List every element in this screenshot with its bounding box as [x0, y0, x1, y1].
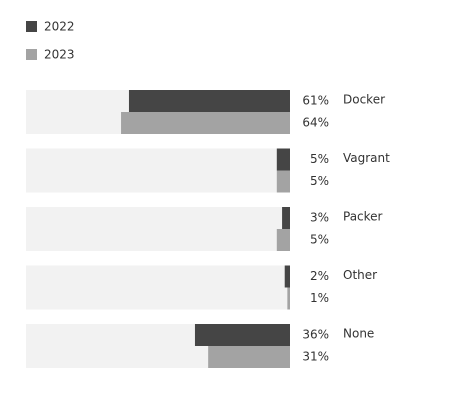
value-label: 5% [310, 152, 329, 166]
category-label: None [343, 327, 374, 341]
value-label: 61% [302, 94, 329, 108]
value-label: 36% [302, 328, 329, 342]
bar [276, 148, 290, 171]
bar [276, 170, 290, 193]
category-label: Packer [343, 210, 383, 224]
category-label: Other [343, 268, 377, 282]
bar-track [26, 148, 290, 193]
value-label: 31% [302, 350, 329, 364]
value-label: 5% [310, 233, 329, 247]
bar [208, 346, 290, 368]
value-label: 2% [310, 269, 329, 283]
bar [284, 265, 290, 288]
bar [194, 324, 290, 346]
legend-swatch [26, 49, 37, 60]
bar-track [26, 207, 290, 251]
bar [276, 229, 290, 251]
category-label: Docker [343, 93, 385, 107]
value-label: 64% [302, 116, 329, 130]
bar [287, 287, 290, 310]
value-label: 5% [310, 174, 329, 188]
category-label: Vagrant [343, 151, 390, 165]
bar [128, 90, 290, 112]
legend-label: 2022 [44, 20, 75, 34]
value-label: 1% [310, 291, 329, 305]
bar [121, 112, 290, 134]
value-label: 3% [310, 211, 329, 225]
bar [282, 207, 290, 229]
legend-swatch [26, 21, 37, 32]
legend-label: 2023 [44, 48, 75, 62]
bar-track [26, 265, 290, 310]
